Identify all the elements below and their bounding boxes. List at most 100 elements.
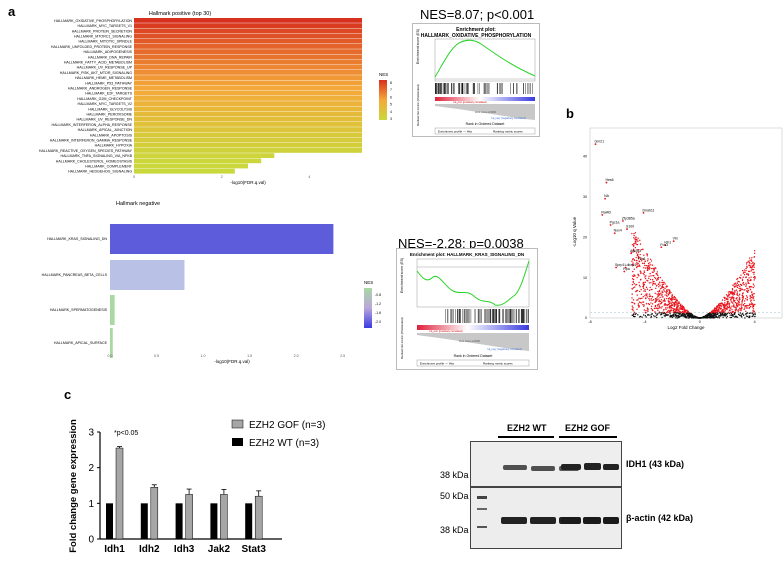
volcano-y-tick: 20 <box>583 235 587 239</box>
volcano-point <box>646 253 648 255</box>
volcano-point <box>734 290 736 292</box>
volcano-gene-label: Ral4D <box>601 210 611 214</box>
volcano-point <box>656 293 658 295</box>
gsea-neg-ylabel-bottom: Ranked list metric (PreRanked) <box>400 317 404 359</box>
volcano-point <box>723 305 725 307</box>
volcano-point <box>752 283 755 285</box>
volcano-point <box>747 291 749 294</box>
volcano-point <box>655 307 657 310</box>
volcano-point <box>636 264 638 266</box>
volcano-point <box>725 308 727 310</box>
volcano-point <box>741 292 744 295</box>
volcano-point <box>713 309 716 311</box>
volcano-point <box>642 248 644 250</box>
volcano-point <box>734 306 736 308</box>
nes-positive-title: NES=8.07; p<0.001 <box>420 7 535 22</box>
volcano-point <box>643 271 646 274</box>
volcano-point <box>712 312 714 314</box>
volcano-point <box>647 303 650 305</box>
volcano-point <box>661 296 663 298</box>
volcano-point <box>670 302 672 305</box>
qpcr-y-tick: 2 <box>88 463 94 474</box>
volcano-labeled-point <box>624 266 627 269</box>
volcano-point <box>659 284 661 287</box>
volcano-point <box>647 258 649 260</box>
volcano-point <box>746 315 749 318</box>
volcano-point <box>738 287 740 289</box>
volcano-point <box>658 292 660 294</box>
volcano-point <box>720 310 722 313</box>
volcano-point <box>647 314 649 316</box>
volcano-point <box>653 269 655 271</box>
gsea-neg-title: Enrichment plot: HALLMARK_KRAS_SIGNALING… <box>410 252 524 257</box>
volcano-point <box>738 295 740 297</box>
volcano-point <box>666 295 668 298</box>
volcano-point <box>640 288 642 291</box>
volcano-point <box>750 286 753 288</box>
volcano-labeled-point <box>601 214 604 216</box>
volcano-point <box>745 295 748 297</box>
volcano-point <box>703 316 705 319</box>
volcano-point <box>711 316 713 318</box>
volcano-point <box>683 310 685 312</box>
volcano-labeled-point <box>613 232 616 235</box>
volcano-point <box>751 303 754 305</box>
volcano-point <box>728 294 730 297</box>
volcano-point <box>741 306 743 309</box>
volcano-point <box>706 315 709 317</box>
volcano-point <box>753 273 755 275</box>
pos-category-label: HALLMARK_MTORC1_SIGNALING <box>74 35 132 39</box>
pos-category-label: HALLMARK_MYC_TARGETS_V1 <box>78 24 132 28</box>
volcano-point <box>672 313 675 316</box>
volcano-point <box>722 303 725 306</box>
gsea-neg-xlabel: Rank in Ordered Dataset <box>454 354 493 358</box>
volcano-point <box>743 300 746 302</box>
volcano-point <box>658 298 660 300</box>
gsea-pos-annotation-zero: Zero cross at 9686 <box>475 111 496 114</box>
actin-band-wt-2 <box>530 517 556 524</box>
western-blot: EZH2 WT EZH2 GOF 38 kDa 50 kDa 38 kDa ID… <box>440 423 784 569</box>
volcano-point <box>637 251 640 253</box>
gsea-neg-annotation-zero: Zero cross at 9686 <box>459 340 480 343</box>
volcano-point <box>747 288 749 290</box>
volcano-point <box>663 289 665 291</box>
volcano-point <box>635 236 637 238</box>
volcano-point <box>714 313 717 315</box>
volcano-point <box>663 298 666 300</box>
volcano-point <box>724 308 726 310</box>
volcano-point <box>746 312 749 314</box>
volcano-point <box>654 315 656 318</box>
volcano-point <box>736 286 739 289</box>
volcano-point <box>664 300 666 303</box>
volcano-point <box>737 300 740 303</box>
volcano-point <box>647 260 649 262</box>
volcano-point <box>639 239 641 242</box>
volcano-point <box>736 282 739 284</box>
volcano-point <box>663 290 666 292</box>
gsea-neg-ylabel-top: Enrichment score (ES) <box>400 258 404 293</box>
volcano-point <box>641 262 644 265</box>
volcano-point <box>637 265 639 268</box>
volcano-point <box>714 316 716 319</box>
volcano-gene-label: Sprp1 <box>615 263 624 267</box>
pos-bar <box>134 153 275 158</box>
volcano-point <box>686 310 689 312</box>
volcano-point <box>632 264 635 267</box>
volcano-point <box>739 298 741 301</box>
volcano-gene-label: Dnah11 <box>642 208 654 212</box>
pos-legend-tick: 3 <box>390 117 392 121</box>
volcano-point <box>651 296 653 298</box>
volcano-point <box>746 287 748 290</box>
qpcr-category-label: Jak2 <box>208 544 231 555</box>
volcano-point <box>717 304 720 306</box>
volcano-point <box>664 303 667 305</box>
volcano-point <box>729 316 731 319</box>
volcano-point <box>721 303 724 305</box>
volcano-point <box>658 300 661 303</box>
volcano-point <box>665 286 667 288</box>
volcano-point <box>664 283 666 285</box>
volcano-point <box>738 302 740 304</box>
volcano-labeled-point <box>615 266 617 269</box>
volcano-point <box>653 275 655 277</box>
